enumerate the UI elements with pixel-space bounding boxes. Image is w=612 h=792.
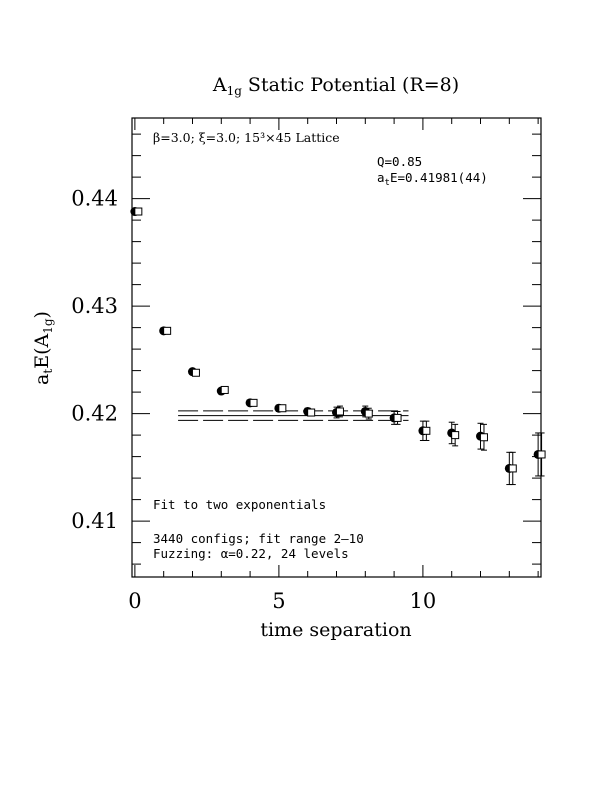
x-tick-labels: 0 5 10 [128, 589, 436, 613]
data-point-square [393, 413, 402, 422]
lattice-annotation: β=3.0; ξ=3.0; 15³×45 Lattice [153, 130, 340, 145]
data-point-square [364, 409, 373, 418]
x-tick-label: 5 [272, 589, 285, 613]
energy-annotation: atE=0.41981(44) [377, 170, 488, 188]
data-point-square [191, 368, 200, 377]
data-point-square [508, 464, 517, 473]
configs-annotation: 3440 configs; fit range 2–10 [153, 531, 364, 546]
y-tick-label: 0.41 [71, 509, 118, 533]
data-point-square [537, 450, 546, 459]
data-points [130, 207, 546, 486]
data-point-square [422, 426, 431, 435]
data-point-square [335, 407, 344, 416]
data-point-square [278, 404, 287, 413]
x-tick-label: 10 [410, 589, 437, 613]
q-value-annotation: Q=0.85 [377, 154, 422, 169]
data-point-square [451, 431, 460, 440]
data-point-square [220, 385, 229, 394]
y-tick-label: 0.42 [71, 402, 118, 426]
y-tick-labels: 0.41 0.42 0.43 0.44 [71, 187, 118, 533]
x-axis-label: time separation [260, 619, 411, 641]
y-axis-label: atE(A1g) [31, 311, 55, 385]
data-point-square [479, 433, 488, 442]
data-point-square [249, 398, 258, 407]
fit-band [178, 410, 409, 421]
axis-ticks [132, 118, 541, 577]
fuzzing-annotation: Fuzzing: α=0.22, 24 levels [153, 546, 349, 561]
y-tick-label: 0.43 [71, 294, 118, 318]
y-tick-label: 0.44 [71, 187, 118, 211]
fit-label-annotation: Fit to two exponentials [153, 497, 326, 512]
data-point-square [163, 326, 172, 335]
data-point-square [307, 408, 316, 417]
data-point-square [134, 207, 143, 216]
x-tick-label: 0 [128, 589, 141, 613]
chart-title: A1g Static Potential (R=8) [212, 74, 459, 98]
